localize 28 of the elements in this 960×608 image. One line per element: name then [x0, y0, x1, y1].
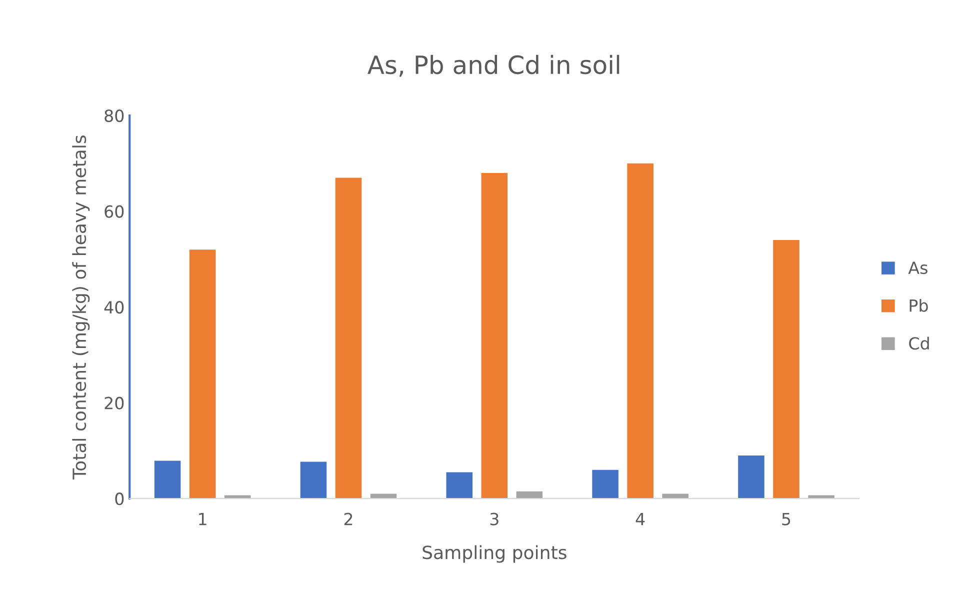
bar	[335, 178, 362, 499]
bar	[446, 472, 473, 499]
bar	[592, 470, 618, 499]
y-tick-label: 20	[104, 396, 124, 410]
x-tick-label: 1	[199, 512, 206, 526]
bar	[808, 495, 834, 499]
bar	[773, 240, 800, 499]
x-axis-title: Sampling points	[422, 545, 566, 563]
x-tick-label: 5	[782, 512, 790, 526]
y-axis-title: Total content (mg/kg) of heavy metals	[72, 136, 90, 480]
bar	[516, 491, 543, 499]
bar	[154, 460, 181, 499]
y-tick-label: 80	[104, 109, 124, 122]
x-tick-label: 2	[344, 512, 352, 526]
bar	[627, 163, 654, 499]
y-tick-label: 0	[115, 492, 124, 506]
x-tick-label: 3	[490, 512, 498, 526]
bar	[300, 462, 327, 499]
bar	[189, 250, 216, 499]
chart-title: As, Pb and Cd in soil	[368, 54, 620, 77]
bar	[738, 455, 764, 499]
bar	[481, 172, 508, 499]
x-tick-label: 4	[636, 512, 645, 526]
y-tick-label: 60	[104, 205, 124, 218]
y-tick-label: 40	[104, 301, 124, 314]
legend-label: Pb	[910, 298, 928, 312]
legend-label: As	[908, 262, 928, 274]
legend-label: Cd	[909, 336, 929, 350]
